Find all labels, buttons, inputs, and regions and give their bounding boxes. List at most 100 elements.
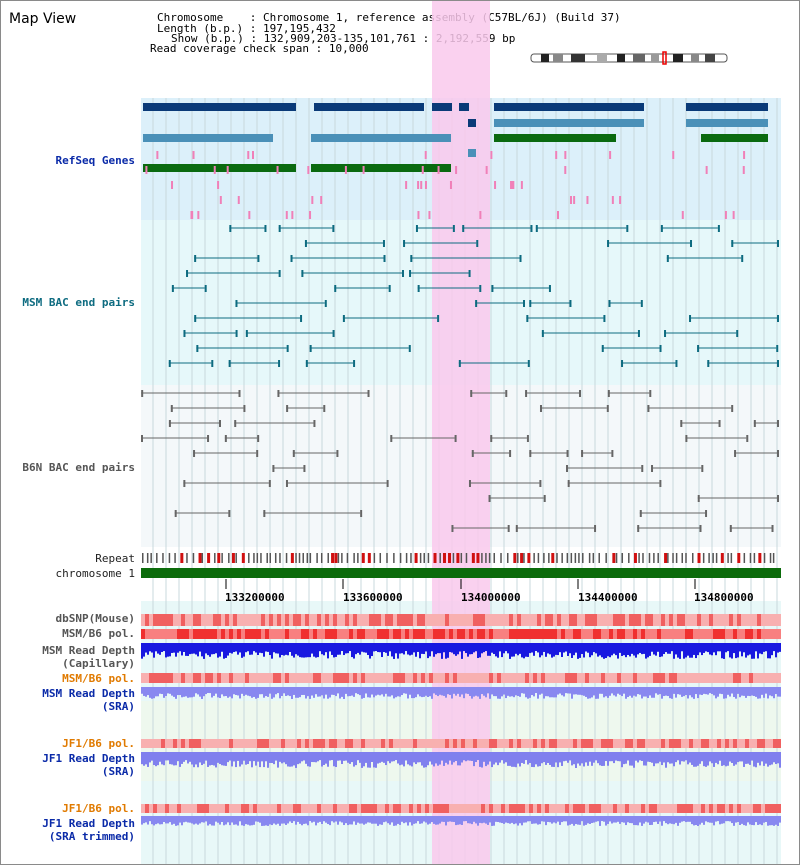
gene-feature[interactable] <box>701 134 768 142</box>
track-label-jf1-b6-pol[interactable]: JF1/B6 pol. <box>62 737 135 750</box>
depth-tracks[interactable] <box>141 643 781 826</box>
msm-depth-sra-bar <box>649 687 651 696</box>
msm-bac-pair-end <box>468 270 471 277</box>
jf1-b6-pol-cell <box>633 739 637 748</box>
track-label-repeat[interactable]: Repeat <box>95 552 135 565</box>
track-label-msm-depth-capillary[interactable]: MSM Read Depth <box>42 644 135 657</box>
chromosome-ideogram[interactable] <box>530 51 728 65</box>
msm-depth-sra-bar <box>717 687 719 697</box>
jf1-depth-sra-bar <box>489 752 491 762</box>
dbsnp-heat-cell <box>613 614 617 626</box>
jf1-depth-trimmed-bar <box>313 816 315 822</box>
jf1-depth-trimmed-bar <box>231 816 233 823</box>
jf1-depth-sra-bar <box>283 752 285 763</box>
gene-feature[interactable] <box>311 134 451 142</box>
jf1-depth-sra-bar <box>719 752 721 761</box>
jf1-depth-sra-bar <box>267 752 269 768</box>
msm-depth-capillary-bar <box>369 643 371 659</box>
msm-depth-sra-bar <box>449 687 451 695</box>
msm-depth-capillary-bar <box>581 643 583 655</box>
repeat-feature <box>681 553 683 563</box>
track-label-b6n-bac[interactable]: B6N BAC end pairs <box>22 461 135 474</box>
jf1-depth-sra-bar <box>591 752 593 766</box>
repeat-track[interactable] <box>142 553 775 563</box>
gene-feature[interactable] <box>459 103 469 111</box>
gene-feature[interactable] <box>494 134 616 142</box>
track-label-refseq[interactable]: RefSeq Genes <box>55 154 135 167</box>
dbsnp-heat-cell <box>453 614 457 626</box>
msm-depth-sra-bar <box>533 687 535 697</box>
highlight-region[interactable] <box>432 1 490 864</box>
gene-feature[interactable] <box>686 119 768 127</box>
gene-feature[interactable] <box>143 164 296 172</box>
msm-depth-capillary-bar <box>769 643 771 659</box>
gene-feature[interactable] <box>143 134 273 142</box>
gene-feature[interactable] <box>143 103 296 111</box>
jf1-b6-pol-cell <box>249 739 253 748</box>
gene-feature[interactable] <box>311 164 451 172</box>
jf1-depth-sra-bar <box>745 752 747 764</box>
jf1-b6-pol-cell <box>585 739 589 748</box>
jf1-depth-trimmed-bar <box>471 816 473 825</box>
msm-b6-pol-cell <box>717 629 721 639</box>
msm-depth-capillary-bar <box>753 643 755 659</box>
repeat-feature <box>334 553 338 563</box>
track-label-msm-depth-sra[interactable]: MSM Read Depth <box>42 687 135 700</box>
msm-b6-pol-cell <box>145 629 149 639</box>
msm-depth-capillary-bar <box>453 643 455 655</box>
msm-b6-pol-2-cell <box>713 673 717 683</box>
msm-bac-pair-end <box>519 255 522 262</box>
msm-depth-capillary-bar <box>523 643 525 659</box>
gene-feature[interactable] <box>494 103 644 111</box>
msm-depth-capillary-bar <box>261 643 263 654</box>
jf1-depth-sra-bar <box>365 752 367 763</box>
msm-b6-pol-cell <box>369 629 373 639</box>
msm-depth-sra-bar <box>219 687 221 699</box>
msm-b6-pol-2-cell <box>413 673 417 683</box>
dbsnp-heat-cell <box>245 614 249 626</box>
msm-depth-sra-bar <box>289 687 291 697</box>
refseq-genes-track[interactable] <box>143 103 768 172</box>
refseq-minor-feature <box>490 151 493 159</box>
jf1-depth-trimmed-bar <box>535 816 537 824</box>
jf1-b6-pol-2-cell <box>365 804 369 813</box>
jf1-depth-sra-bar <box>319 752 321 761</box>
chromosome-bar[interactable] <box>141 568 781 578</box>
gene-feature[interactable] <box>494 119 644 127</box>
track-label-jf1-b6-pol-2[interactable]: JF1/B6 pol. <box>62 802 135 815</box>
gene-feature[interactable] <box>686 103 768 111</box>
repeat-feature <box>727 553 729 563</box>
msm-depth-sra-bar <box>321 687 323 696</box>
dbsnp-heat-cell <box>441 614 445 626</box>
msm-bac-pairs[interactable] <box>168 225 779 367</box>
repeat-feature <box>357 553 359 563</box>
gene-feature[interactable] <box>468 119 476 127</box>
dbsnp-heat-cell <box>537 614 541 626</box>
msm-depth-sra-bar <box>259 687 261 695</box>
jf1-b6-pol-2-cell <box>177 804 181 813</box>
jf1-depth-trimmed-bar <box>345 816 347 824</box>
msm-bac-pair-end <box>607 240 610 247</box>
track-label-msm-b6-pol[interactable]: MSM/B6 pol. <box>62 627 135 640</box>
msm-depth-sra-bar <box>737 687 739 694</box>
heat-tracks[interactable] <box>141 614 781 813</box>
msm-depth-sra-bar <box>443 687 445 696</box>
track-label-chromosome[interactable]: chromosome 1 <box>55 567 135 580</box>
gene-feature[interactable] <box>314 103 424 111</box>
track-label-msm-b6-pol-2[interactable]: MSM/B6 pol. <box>62 672 135 685</box>
gene-feature[interactable] <box>432 103 452 111</box>
track-label-dbsnp[interactable]: dbSNP(Mouse) <box>55 612 135 625</box>
gene-feature[interactable] <box>468 149 476 157</box>
repeat-feature <box>150 553 152 563</box>
track-label-jf1-depth-sra[interactable]: JF1 Read Depth <box>42 752 135 765</box>
b6n-bac-pairs[interactable] <box>141 390 779 532</box>
jf1-depth-sra-bar <box>239 752 241 767</box>
msm-depth-capillary-bar <box>629 643 631 657</box>
msm-depth-sra-bar <box>683 687 685 697</box>
track-label-jf1-depth-trimmed[interactable]: JF1 Read Depth <box>42 817 135 830</box>
jf1-b6-pol-2-cell <box>237 804 241 813</box>
track-label-msm-bac[interactable]: MSM BAC end pairs <box>22 296 135 309</box>
msm-depth-sra-bar <box>523 687 525 694</box>
jf1-depth-sra-bar <box>777 752 779 764</box>
